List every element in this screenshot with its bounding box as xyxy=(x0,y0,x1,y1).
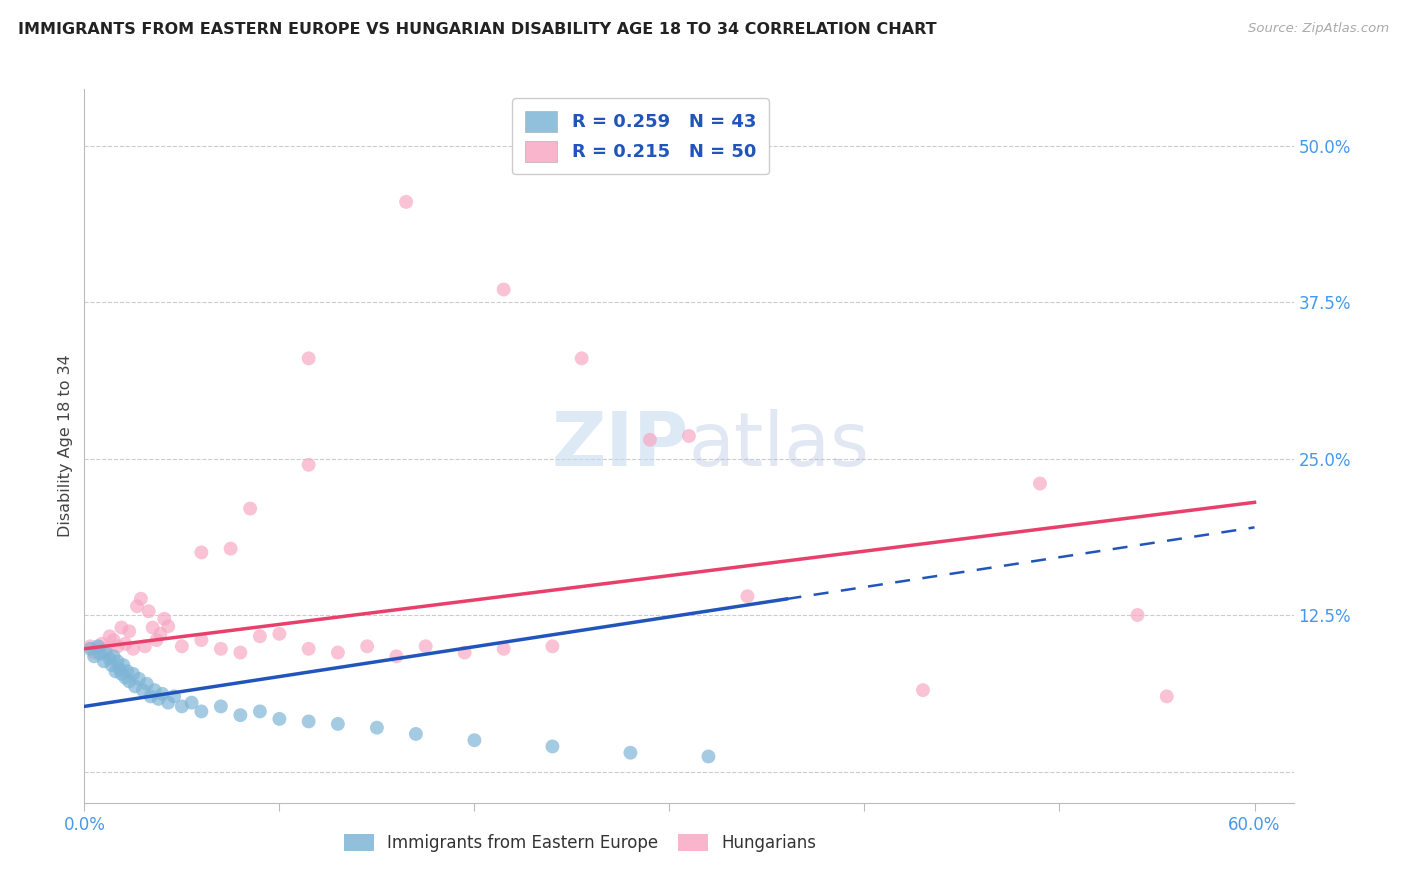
Point xyxy=(79,641,101,656)
Point xyxy=(571,351,593,366)
Point xyxy=(269,627,291,641)
Point xyxy=(249,705,271,719)
Point xyxy=(356,640,378,654)
Point xyxy=(110,621,132,635)
Point xyxy=(125,599,148,614)
Point xyxy=(1029,476,1052,491)
Point xyxy=(79,640,101,654)
Point xyxy=(98,629,121,643)
Point xyxy=(153,612,176,626)
Point xyxy=(122,641,145,656)
Point xyxy=(298,714,321,729)
Point xyxy=(83,646,105,660)
Point xyxy=(298,458,321,472)
Point xyxy=(104,665,127,679)
Point xyxy=(122,666,145,681)
Point xyxy=(209,641,232,656)
Point xyxy=(87,640,110,654)
Point xyxy=(1126,607,1149,622)
Point xyxy=(492,283,515,297)
Point xyxy=(180,696,202,710)
Point xyxy=(139,690,162,704)
Point xyxy=(124,679,146,693)
Point xyxy=(94,646,117,660)
Point xyxy=(638,433,661,447)
Point xyxy=(239,501,262,516)
Text: atlas: atlas xyxy=(689,409,870,483)
Point xyxy=(157,619,180,633)
Point xyxy=(134,640,156,654)
Point xyxy=(385,649,408,664)
Point xyxy=(463,733,485,747)
Point xyxy=(219,541,242,556)
Point xyxy=(249,629,271,643)
Y-axis label: Disability Age 18 to 34: Disability Age 18 to 34 xyxy=(58,355,73,537)
Point xyxy=(163,690,186,704)
Point xyxy=(107,654,129,668)
Point xyxy=(170,699,193,714)
Point xyxy=(415,640,437,654)
Point xyxy=(103,649,125,664)
Point xyxy=(395,194,418,209)
Point xyxy=(132,683,155,698)
Point xyxy=(110,666,132,681)
Point xyxy=(87,641,110,656)
Point xyxy=(108,662,131,676)
Text: Source: ZipAtlas.com: Source: ZipAtlas.com xyxy=(1249,22,1389,36)
Point xyxy=(541,739,564,754)
Point xyxy=(118,674,141,689)
Point xyxy=(541,640,564,654)
Point xyxy=(90,637,112,651)
Point xyxy=(190,545,212,559)
Legend: Immigrants from Eastern Europe, Hungarians: Immigrants from Eastern Europe, Hungaria… xyxy=(337,827,823,859)
Point xyxy=(142,621,165,635)
Point xyxy=(298,641,321,656)
Point xyxy=(1156,690,1178,704)
Point xyxy=(93,654,115,668)
Point xyxy=(107,640,129,654)
Point xyxy=(229,708,252,723)
Point xyxy=(83,649,105,664)
Point xyxy=(405,727,427,741)
Point xyxy=(94,641,117,656)
Point xyxy=(619,746,641,760)
Point xyxy=(117,665,139,679)
Point xyxy=(112,658,135,673)
Point xyxy=(98,652,121,666)
Point xyxy=(737,589,759,603)
Point xyxy=(128,672,150,686)
Point xyxy=(326,646,349,660)
Point xyxy=(89,647,111,661)
Point xyxy=(697,749,720,764)
Point xyxy=(100,658,122,673)
Point xyxy=(114,637,136,651)
Point xyxy=(453,646,475,660)
Point xyxy=(118,624,141,639)
Point xyxy=(209,699,232,714)
Point xyxy=(269,712,291,726)
Point xyxy=(190,633,212,648)
Point xyxy=(157,696,180,710)
Point xyxy=(911,683,934,698)
Point xyxy=(145,633,167,648)
Point xyxy=(190,705,212,719)
Text: IMMIGRANTS FROM EASTERN EUROPE VS HUNGARIAN DISABILITY AGE 18 TO 34 CORRELATION : IMMIGRANTS FROM EASTERN EUROPE VS HUNGAR… xyxy=(18,22,936,37)
Point xyxy=(135,677,157,691)
Text: ZIP: ZIP xyxy=(551,409,689,483)
Point xyxy=(170,640,193,654)
Point xyxy=(114,671,136,685)
Point xyxy=(138,604,160,618)
Point xyxy=(148,692,170,706)
Point xyxy=(229,646,252,660)
Point xyxy=(129,591,152,606)
Point xyxy=(103,633,125,648)
Point xyxy=(149,627,172,641)
Point xyxy=(298,351,321,366)
Point xyxy=(492,641,515,656)
Point xyxy=(678,429,700,443)
Point xyxy=(366,721,388,735)
Point xyxy=(150,687,173,701)
Point xyxy=(326,717,349,731)
Point xyxy=(143,683,166,698)
